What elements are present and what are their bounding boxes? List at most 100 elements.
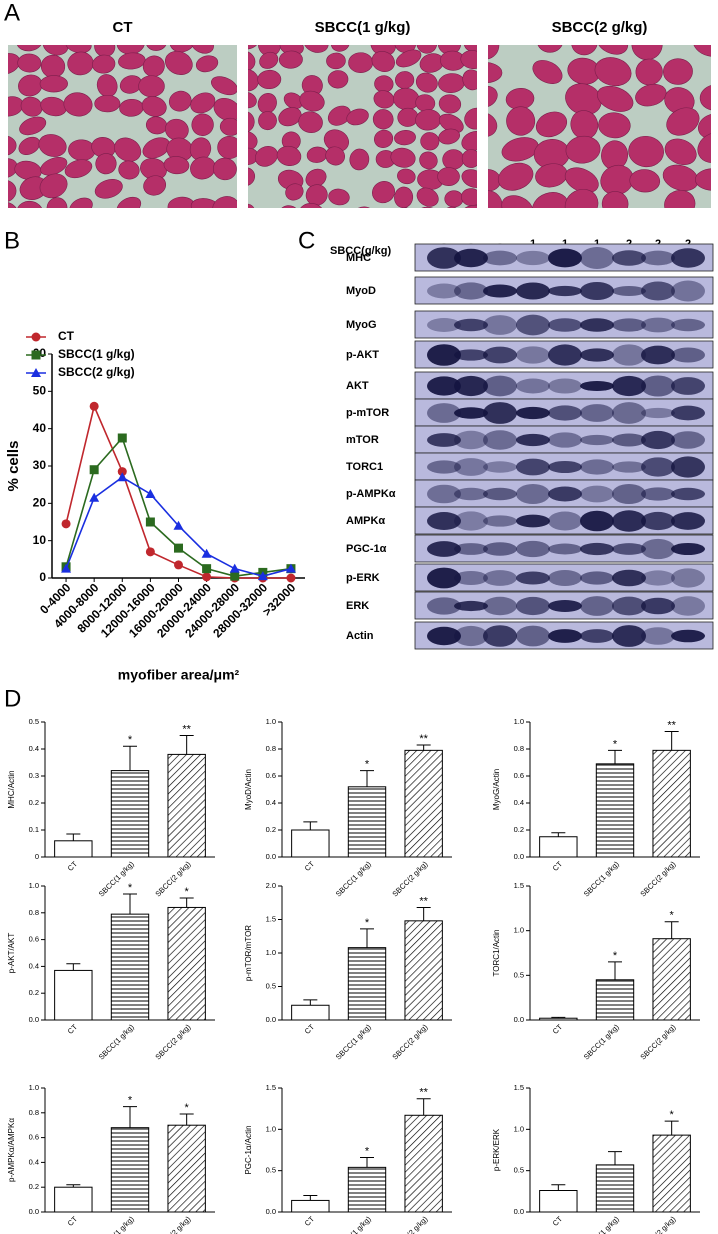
y-axis-label: MyoG/Actin (492, 769, 501, 810)
band (671, 347, 705, 363)
fiber (374, 129, 394, 148)
error-bar (551, 1016, 566, 1019)
panel-label: B (4, 227, 20, 254)
fiber (437, 167, 460, 186)
bar (404, 749, 443, 858)
band (612, 483, 646, 505)
y-tick-label: 0.0 (266, 1207, 276, 1216)
marker (89, 492, 100, 502)
y-tick-label: 2.0 (266, 881, 276, 890)
fiber (532, 60, 563, 84)
fiber (598, 112, 631, 139)
y-tick-label: 0.0 (514, 1015, 524, 1024)
band (454, 349, 488, 361)
y-tick-label: 10 (33, 533, 47, 547)
blot-strip (414, 479, 714, 508)
fiber (664, 138, 697, 166)
band (483, 487, 517, 501)
band (516, 458, 550, 476)
blot-strip (414, 425, 714, 454)
fiber (138, 75, 165, 98)
band (641, 538, 675, 560)
band (612, 433, 646, 447)
error-bar (664, 730, 679, 751)
error-bar (416, 744, 431, 751)
y-tick-label: 1.0 (266, 1124, 276, 1133)
band (580, 542, 614, 556)
x-tick-label: CT (303, 859, 317, 873)
fiber (349, 148, 370, 171)
band (641, 627, 675, 645)
significance: * (670, 1109, 675, 1121)
y-tick-label: 0.4 (29, 744, 39, 753)
significance: * (613, 738, 618, 750)
fiber (190, 45, 214, 54)
chart: 0.0 0.2 0.4 0.6 0.8 1.0 CT SBCC(1 g/kg) SBCC(2 g… (7, 881, 215, 1062)
marker (61, 563, 72, 573)
band (454, 600, 488, 612)
fiber (460, 204, 477, 208)
micrograph (8, 45, 237, 208)
fiber (8, 179, 17, 203)
bar (110, 770, 150, 858)
y-tick-label: 1.0 (514, 1124, 524, 1133)
band (483, 250, 517, 266)
significance: ** (667, 719, 676, 731)
band (580, 404, 614, 422)
band (548, 378, 582, 394)
y-tick-label: 0.8 (29, 908, 39, 917)
band (427, 283, 461, 299)
fiber (39, 75, 68, 93)
band (516, 282, 550, 300)
band (427, 433, 461, 447)
fiber (92, 54, 116, 74)
x-axis-label: myofiber area/μm² (118, 667, 240, 683)
band (671, 405, 705, 421)
band (612, 402, 646, 424)
band (612, 285, 646, 297)
error-bar (123, 1106, 137, 1128)
band (516, 596, 550, 616)
fiber (39, 173, 68, 199)
fiber (278, 107, 302, 127)
row-label: p-AKT (346, 349, 379, 361)
legend-marker (31, 350, 41, 360)
fiber (248, 50, 256, 72)
fiber (697, 113, 711, 140)
band (454, 318, 488, 332)
x-tick-label: CT (551, 1022, 565, 1036)
fiber (305, 184, 328, 206)
band (612, 461, 646, 473)
bar (54, 969, 93, 1021)
marker (257, 571, 268, 581)
fiber (597, 85, 634, 112)
marker (145, 517, 155, 527)
bar (595, 763, 635, 858)
significance: * (365, 1145, 370, 1157)
row-label: MHC (346, 252, 371, 264)
error-bar (360, 770, 374, 787)
micrograph-title: SBCC(2 g/kg) (552, 19, 648, 36)
marker (89, 401, 99, 411)
marker (117, 467, 127, 477)
band (427, 512, 461, 530)
band (548, 405, 582, 421)
fiber (371, 51, 395, 72)
fiber (327, 70, 349, 89)
y-tick-label: 0.8 (514, 744, 524, 753)
legend-label: SBCC(1 g/kg) (58, 347, 135, 361)
fiber (299, 90, 325, 112)
band (454, 458, 488, 476)
y-tick-label: 1.0 (266, 717, 276, 726)
fiber (488, 62, 503, 84)
blot-strip (414, 398, 714, 427)
band (671, 280, 705, 302)
band (580, 596, 614, 616)
fiber (212, 196, 237, 208)
significance: * (613, 950, 618, 962)
y-tick-label: 30 (33, 458, 47, 472)
fiber (248, 45, 260, 50)
band (516, 346, 550, 364)
fiber (64, 159, 93, 179)
marker (202, 564, 212, 574)
